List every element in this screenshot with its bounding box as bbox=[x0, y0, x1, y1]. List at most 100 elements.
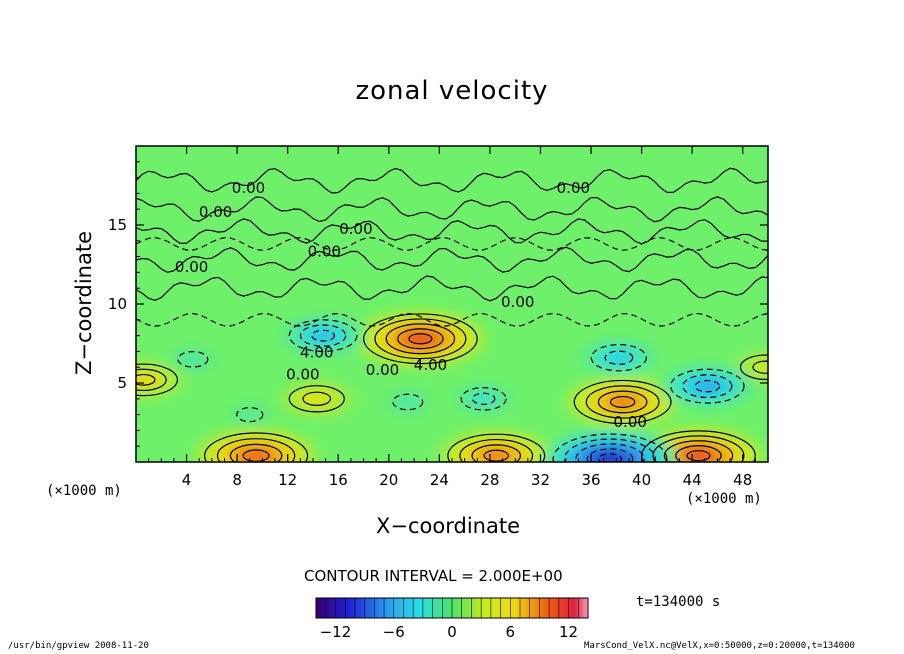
contour-ring-0-1 bbox=[408, 333, 433, 345]
colorbar-tick-label-4: 12 bbox=[559, 623, 578, 641]
x-tick-label-6: 28 bbox=[480, 471, 499, 489]
field-blob-8 bbox=[697, 381, 718, 391]
field-blob-12 bbox=[177, 351, 208, 367]
field-blob-3 bbox=[246, 451, 266, 460]
x-tick-label-2: 12 bbox=[278, 471, 297, 489]
contour-label-10: 4.00 bbox=[414, 356, 447, 374]
contour-ring-8-2 bbox=[682, 374, 733, 399]
field-blob-0 bbox=[410, 334, 431, 344]
zero-contour-1 bbox=[136, 196, 768, 223]
contour-ring-5-2 bbox=[288, 385, 345, 413]
contour-ring-1-4 bbox=[573, 379, 672, 425]
contour-ring-1-3 bbox=[585, 385, 660, 419]
zero-contour-4 bbox=[136, 275, 768, 302]
x-tick-label-7: 32 bbox=[531, 471, 550, 489]
contour-label-2: 0.00 bbox=[557, 179, 590, 197]
y-tick-label-1: 10 bbox=[108, 295, 127, 313]
contour-label-7: 4.00 bbox=[300, 343, 333, 361]
zero-contour-0 bbox=[136, 167, 768, 194]
contour-ring-8-1 bbox=[694, 379, 721, 393]
field-blob-7 bbox=[752, 361, 768, 374]
field-blob-14 bbox=[392, 394, 423, 410]
contour-ring-2-2 bbox=[675, 445, 722, 462]
colorbar-tick-label-0: −12 bbox=[320, 623, 352, 641]
footer-program: /usr/bin/gpview 2008-11-20 bbox=[8, 641, 149, 651]
contour-ring-2-4 bbox=[652, 435, 745, 462]
contour-label-6: 0.00 bbox=[501, 293, 534, 311]
x-tick-label-11: 48 bbox=[733, 471, 752, 489]
field-blob-11 bbox=[608, 352, 630, 363]
y-tick-label-2: 15 bbox=[108, 216, 127, 234]
contour-ring-0-4 bbox=[374, 318, 467, 360]
contour-ring-15-1 bbox=[236, 407, 264, 423]
contour-ring-4-1 bbox=[483, 449, 509, 462]
zero-contour-2 bbox=[136, 218, 768, 245]
contour-label-0: 0.00 bbox=[232, 179, 265, 197]
contour-ring-10-3 bbox=[288, 319, 358, 353]
x-unit-left: (×1000 m) bbox=[46, 483, 122, 499]
contour-ring-0-5 bbox=[363, 313, 478, 365]
field-blob-10 bbox=[311, 330, 335, 341]
contour-ring-0-2 bbox=[397, 328, 444, 350]
x-tick-label-0: 4 bbox=[182, 471, 192, 489]
contour-label-9: 0.00 bbox=[366, 361, 399, 379]
contour-ring-14-1 bbox=[392, 393, 424, 411]
x-tick-label-8: 36 bbox=[581, 471, 600, 489]
contour-label-5: 0.00 bbox=[175, 258, 208, 276]
contour-label-4: 0.00 bbox=[308, 242, 341, 260]
x-tick-label-4: 20 bbox=[379, 471, 398, 489]
footer-source: MarsCond_VelX.nc@VelX,x=0:50000,z=0:2000… bbox=[584, 641, 855, 651]
x-tick-label-10: 44 bbox=[683, 471, 702, 489]
negative-contour-1 bbox=[136, 312, 768, 327]
negative-contour-0 bbox=[136, 236, 768, 251]
colorbar-tick-label-3: 6 bbox=[506, 623, 516, 641]
contour-ring-13-2 bbox=[460, 386, 507, 411]
contour-ring-10-1 bbox=[311, 329, 335, 342]
contour-ring-7-1 bbox=[752, 360, 768, 374]
x-unit-right: (×1000 m) bbox=[686, 491, 762, 507]
field-blob-13 bbox=[472, 393, 495, 405]
contour-ring-5-1 bbox=[302, 391, 332, 406]
field-blob-5 bbox=[306, 393, 328, 404]
contour-ring-9-3 bbox=[575, 443, 645, 462]
contour-ring-3-4 bbox=[203, 432, 309, 462]
field-blob-9 bbox=[600, 454, 620, 462]
chart-title: zonal velocity bbox=[355, 76, 549, 106]
x-tick-label-5: 24 bbox=[430, 471, 449, 489]
contour-ring-12-1 bbox=[177, 350, 209, 368]
contour-ring-1-1 bbox=[609, 395, 636, 408]
contour-ring-0-3 bbox=[385, 323, 456, 355]
contour-ring-9-4 bbox=[564, 438, 656, 462]
field-blob-15 bbox=[236, 407, 263, 422]
field-blob-2 bbox=[688, 451, 709, 460]
field-blob-4 bbox=[486, 451, 507, 461]
contour-ring-3-2 bbox=[229, 443, 283, 462]
contour-ring-4-2 bbox=[471, 444, 522, 462]
contour-ring-2-1 bbox=[686, 450, 711, 462]
contour-label-3: 0.00 bbox=[339, 220, 372, 238]
contour-label-8: 0.00 bbox=[286, 366, 319, 384]
contour-ring-1-2 bbox=[597, 390, 648, 414]
contour-ring-6-1 bbox=[136, 373, 156, 386]
contour-ring-2-3 bbox=[663, 440, 734, 462]
x-tick-label-1: 8 bbox=[232, 471, 242, 489]
contour-label-11: 0.00 bbox=[614, 413, 647, 431]
contour-ring-10-2 bbox=[299, 324, 347, 347]
contour-ring-13-1 bbox=[471, 392, 496, 405]
contour-ring-11-2 bbox=[590, 344, 647, 372]
contour-ring-3-3 bbox=[216, 438, 296, 462]
contour-ring-4-3 bbox=[459, 438, 534, 462]
x-axis-label: X−coordinate bbox=[376, 514, 520, 538]
zero-contour-3 bbox=[136, 246, 768, 273]
time-label: t=134000 s bbox=[636, 594, 721, 610]
contour-ring-9-1 bbox=[598, 453, 622, 462]
field-blob-1 bbox=[612, 397, 633, 407]
contour-ring-11-1 bbox=[604, 350, 634, 365]
y-axis-label: Z−coordinate bbox=[72, 231, 96, 375]
contour-ring-4-4 bbox=[447, 433, 546, 462]
contour-ring-6-3 bbox=[136, 363, 178, 397]
y-tick-label-0: 5 bbox=[117, 374, 127, 392]
colorbar-tick-label-2: 0 bbox=[447, 623, 457, 641]
contour-interval-label: CONTOUR INTERVAL = 2.000E+00 bbox=[304, 567, 563, 585]
